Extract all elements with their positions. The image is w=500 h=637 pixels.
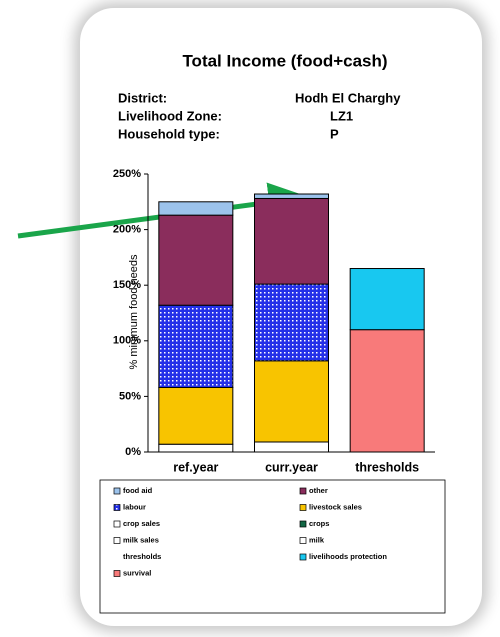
annotation-arrow — [17, 182, 309, 239]
bar-segment — [254, 193, 329, 199]
legend-swatch — [113, 570, 121, 577]
bar-segment — [158, 201, 234, 216]
bar-segment — [254, 197, 329, 285]
legend-swatch — [113, 537, 121, 544]
y-tick-label: 50% — [119, 390, 141, 402]
y-tick-label: 150% — [113, 279, 141, 291]
info-label: Household type: — [118, 126, 220, 141]
bar-segment — [158, 443, 234, 453]
legend-label: labour — [123, 502, 146, 511]
info-value: Hodh El Charghy — [295, 90, 401, 105]
legend-swatch — [299, 504, 307, 511]
legend-label: livestock sales — [309, 502, 362, 511]
legend-swatch — [113, 520, 121, 528]
legend-label: milk — [309, 535, 325, 544]
y-tick-label: 250% — [113, 168, 141, 180]
bar-segment — [349, 268, 425, 331]
bar-segment — [158, 304, 234, 389]
bar-segment — [158, 387, 234, 445]
legend-label: thresholds — [123, 552, 161, 561]
bar-segment — [158, 214, 234, 306]
legend-label: livelihoods protection — [309, 552, 387, 561]
legend-label: crops — [309, 519, 329, 528]
legend-label: survival — [123, 568, 151, 577]
legend-swatch — [299, 553, 307, 561]
legend-label: milk sales — [123, 535, 159, 544]
legend-swatch — [299, 487, 307, 495]
info-value: P — [330, 126, 339, 141]
legend-label: other — [309, 486, 328, 495]
legend-swatch — [299, 520, 307, 528]
bar-segment — [254, 441, 329, 453]
info-value: LZ1 — [330, 108, 353, 123]
legend-box — [99, 479, 446, 614]
legend-label: crop sales — [123, 519, 160, 528]
x-tick-label: ref.year — [173, 460, 218, 474]
x-tick-label: curr.year — [265, 460, 318, 474]
info-label: District: — [118, 90, 167, 105]
info-label: Livelihood Zone: — [118, 108, 222, 123]
bar-segment — [254, 360, 329, 443]
y-tick-label: 200% — [113, 224, 141, 236]
legend-swatch — [113, 504, 121, 511]
x-tick-label: thresholds — [355, 460, 419, 474]
chart-title: Total Income (food+cash) — [182, 51, 387, 70]
y-tick-label: 0% — [125, 446, 141, 458]
y-axis-label: % minimum food needs — [128, 254, 140, 369]
legend-swatch — [113, 487, 121, 495]
y-tick-label: 100% — [113, 335, 141, 347]
bar-segment — [254, 283, 329, 362]
bar-segment — [349, 329, 425, 453]
legend-label: food aid — [123, 486, 153, 495]
legend-swatch — [299, 537, 307, 544]
